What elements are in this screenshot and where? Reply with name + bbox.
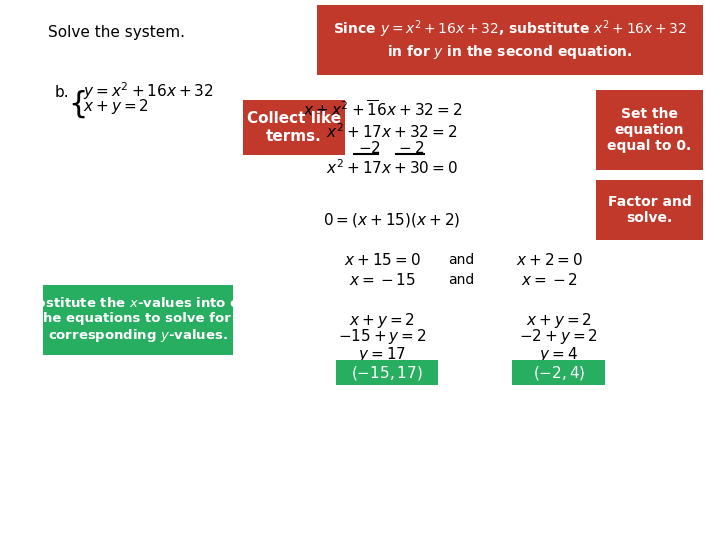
Text: $x = -15$: $x = -15$ bbox=[348, 272, 415, 288]
FancyBboxPatch shape bbox=[336, 360, 438, 385]
Text: $x = -2$: $x = -2$ bbox=[521, 272, 578, 288]
Text: $x + x^2 + \overline{1}6x + 32 = 2$: $x + x^2 + \overline{1}6x + 32 = 2$ bbox=[302, 100, 462, 120]
FancyBboxPatch shape bbox=[513, 360, 606, 385]
FancyBboxPatch shape bbox=[596, 90, 703, 170]
Text: and: and bbox=[448, 273, 474, 287]
Text: $x^2 + 17x + 30 = 0$: $x^2 + 17x + 30 = 0$ bbox=[325, 159, 457, 177]
Text: $y = x^2 + 16x + 32$: $y = x^2 + 16x + 32$ bbox=[83, 80, 214, 102]
Text: b.: b. bbox=[55, 85, 70, 100]
Text: $x + y = 2$: $x + y = 2$ bbox=[526, 310, 592, 329]
Text: $-2 + y = 2$: $-2 + y = 2$ bbox=[519, 327, 598, 347]
Text: Substitute the $x$-values into one
of the equations to solve for the
correspondi: Substitute the $x$-values into one of th… bbox=[17, 296, 260, 344]
FancyBboxPatch shape bbox=[317, 5, 703, 75]
Text: Set the
equation
equal to 0.: Set the equation equal to 0. bbox=[608, 107, 692, 153]
FancyBboxPatch shape bbox=[43, 285, 233, 355]
Text: Factor and
solve.: Factor and solve. bbox=[608, 195, 691, 225]
Text: $-15 + y = 2$: $-15 + y = 2$ bbox=[338, 327, 427, 347]
Text: $y = 4$: $y = 4$ bbox=[539, 345, 578, 363]
FancyBboxPatch shape bbox=[596, 180, 703, 240]
FancyBboxPatch shape bbox=[243, 100, 345, 155]
Text: and: and bbox=[448, 253, 474, 267]
Text: $x + 15 = 0$: $x + 15 = 0$ bbox=[343, 252, 420, 268]
Text: $x + 2 = 0$: $x + 2 = 0$ bbox=[516, 252, 583, 268]
Text: $-2 \ \ \ -2$: $-2 \ \ \ -2$ bbox=[359, 140, 425, 156]
Text: $y = 17$: $y = 17$ bbox=[358, 345, 406, 363]
Text: $x + y = 2$: $x + y = 2$ bbox=[83, 97, 149, 116]
Text: Since $y = x^2 + 16x + 32$, substitute $x^2 + 16x + 32$
in for $y$ in the second: Since $y = x^2 + 16x + 32$, substitute $… bbox=[333, 19, 687, 61]
Text: $0 = (x + 15)(x + 2)$: $0 = (x + 15)(x + 2)$ bbox=[323, 211, 460, 229]
Text: $(-2, 4)$: $(-2, 4)$ bbox=[533, 363, 585, 381]
Text: Solve the system.: Solve the system. bbox=[48, 25, 184, 40]
Text: $x + y = 2$: $x + y = 2$ bbox=[349, 310, 415, 329]
Text: $(-15, 17)$: $(-15, 17)$ bbox=[351, 363, 423, 381]
Text: Collect like
terms.: Collect like terms. bbox=[247, 111, 341, 144]
Text: $\{$: $\{$ bbox=[68, 88, 86, 120]
Text: $x^2 + 17x + 32 = 2$: $x^2 + 17x + 32 = 2$ bbox=[325, 123, 457, 141]
